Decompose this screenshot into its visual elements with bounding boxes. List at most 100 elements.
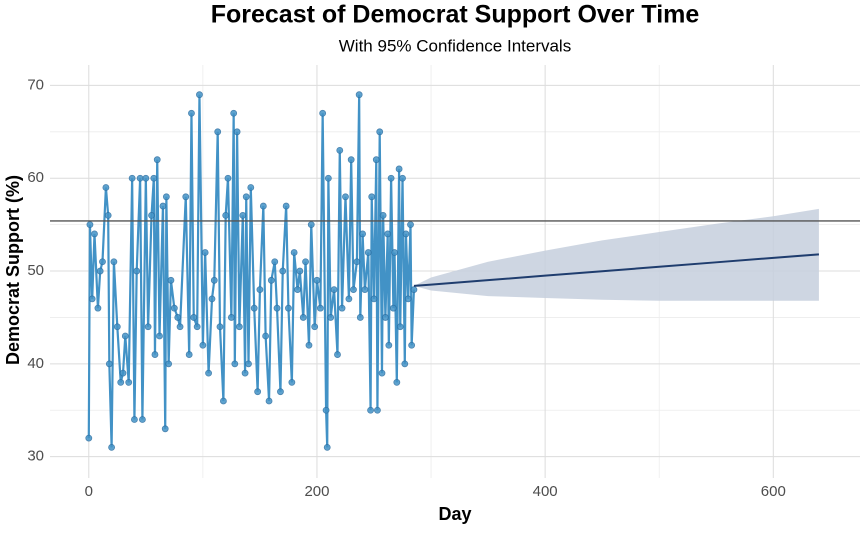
- y-tick-label: 60: [27, 169, 44, 186]
- observed-point: [271, 258, 279, 266]
- observed-point: [262, 332, 270, 340]
- observed-point: [364, 249, 372, 256]
- observed-point: [408, 341, 416, 349]
- forecast-line: [413, 253, 820, 287]
- observed-point: [170, 304, 178, 312]
- observed-point: [396, 323, 404, 331]
- observed-point: [156, 332, 163, 340]
- observed-point: [399, 174, 406, 182]
- y-tick-label: 70: [27, 76, 44, 93]
- confidence-band: [413, 208, 819, 301]
- observed-line: [87, 94, 416, 448]
- observed-point: [148, 211, 155, 219]
- observed-point: [199, 341, 207, 349]
- observed-point: [359, 230, 366, 238]
- observed-point: [370, 295, 378, 303]
- observed-point: [389, 304, 397, 312]
- observed-point: [142, 174, 150, 182]
- x-tick-label: 600: [761, 483, 786, 500]
- observed-point: [216, 323, 224, 331]
- observed-point: [323, 443, 331, 451]
- x-tick-label: 400: [533, 483, 558, 500]
- observed-point: [139, 416, 146, 423]
- observed-point: [410, 286, 418, 293]
- observed-point: [334, 351, 341, 358]
- observed-point: [376, 128, 384, 136]
- observed-point: [294, 286, 301, 293]
- observed-point: [196, 91, 203, 99]
- observed-point: [391, 249, 398, 256]
- observed-point: [356, 314, 364, 321]
- observed-point: [108, 443, 116, 451]
- observed-point: [121, 332, 129, 340]
- observed-point: [125, 379, 133, 386]
- observed-point: [355, 91, 363, 99]
- observed-point: [185, 351, 193, 358]
- observed-point: [105, 360, 113, 368]
- observed-point: [176, 323, 184, 331]
- observed-point: [267, 276, 275, 284]
- observed-point: [311, 323, 319, 331]
- x-tick-label: 0: [85, 483, 93, 500]
- observed-point: [85, 434, 93, 442]
- chart-subtitle: With 95% Confidence Intervals: [339, 36, 571, 55]
- observed-point: [96, 267, 104, 275]
- observed-point: [174, 314, 182, 321]
- observed-point: [350, 286, 357, 293]
- observed-point: [150, 174, 158, 182]
- chart-title: Forecast of Democrat Support Over Time: [211, 1, 700, 29]
- observed-point: [250, 304, 258, 312]
- observed-point: [382, 314, 389, 321]
- y-axis-label: Democrat Support (%): [3, 175, 23, 365]
- observed-point: [367, 406, 374, 414]
- observed-point: [231, 360, 239, 368]
- observed-point: [273, 304, 281, 312]
- observed-point: [316, 304, 324, 312]
- observed-point: [208, 295, 216, 303]
- observed-point: [385, 341, 393, 349]
- observed-point: [190, 314, 198, 321]
- observed-point: [372, 156, 380, 164]
- observed-point: [393, 379, 401, 386]
- observed-point: [245, 360, 252, 368]
- observed-point: [119, 369, 127, 377]
- observed-point: [242, 193, 250, 201]
- x-tick-label: 200: [304, 483, 329, 500]
- observed-point: [94, 304, 102, 312]
- observed-point: [345, 295, 353, 303]
- observed-point: [193, 323, 201, 331]
- observed-point: [113, 323, 121, 331]
- observed-point: [88, 295, 96, 303]
- x-axis-label: Day: [438, 504, 471, 524]
- observed-point: [214, 128, 222, 136]
- observed-point: [296, 267, 304, 275]
- observed-point: [395, 165, 403, 173]
- observed-point: [247, 184, 255, 191]
- observed-point: [285, 304, 292, 312]
- observed-point: [110, 258, 118, 266]
- observed-point: [401, 360, 409, 368]
- observed-point: [279, 267, 287, 275]
- observed-point: [361, 286, 369, 293]
- observed-point: [347, 156, 355, 164]
- observed-point: [307, 221, 315, 229]
- observed-point: [205, 369, 212, 377]
- observed-point: [368, 193, 376, 201]
- observed-point: [404, 295, 412, 303]
- observed-point: [233, 128, 241, 136]
- observed-point: [319, 109, 327, 117]
- observed-point: [299, 314, 307, 321]
- observed-point: [338, 304, 346, 312]
- observed-point: [290, 249, 298, 256]
- observed-point: [222, 211, 230, 219]
- observed-point: [230, 109, 238, 117]
- observed-point: [239, 211, 247, 219]
- observed-point: [144, 323, 152, 331]
- observed-point: [165, 360, 173, 368]
- observed-point: [151, 351, 159, 358]
- observed-point: [153, 156, 161, 164]
- observed-point: [133, 267, 141, 275]
- observed-point: [387, 174, 395, 182]
